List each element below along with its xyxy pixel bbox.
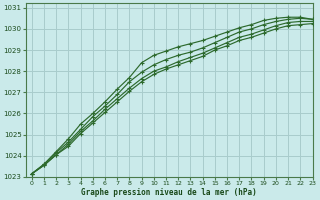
- X-axis label: Graphe pression niveau de la mer (hPa): Graphe pression niveau de la mer (hPa): [81, 188, 257, 197]
